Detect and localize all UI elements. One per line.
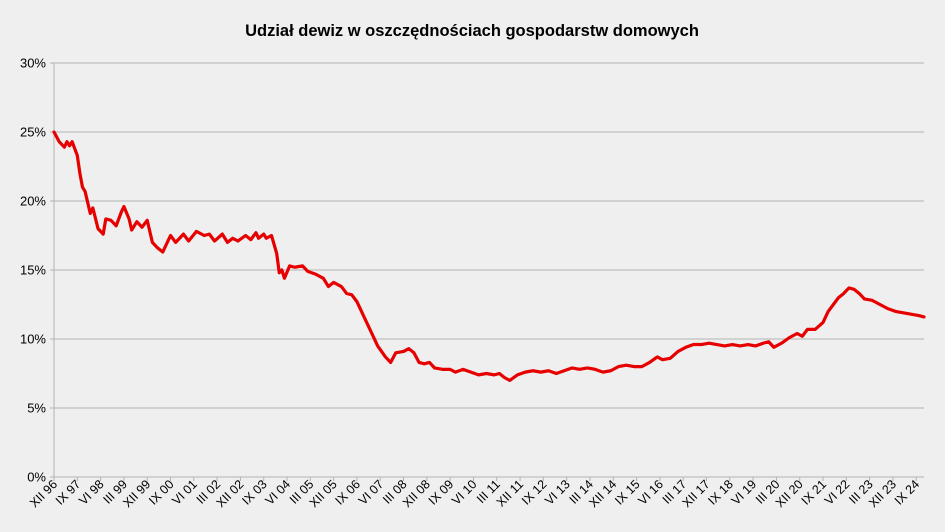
x-tick-label: XII 11	[494, 477, 526, 509]
x-tick-label: IX 00	[146, 477, 177, 508]
x-tick-label: VI 98	[76, 477, 107, 508]
y-tick-label: 25%	[20, 125, 46, 140]
x-tick-label: XII 23	[866, 477, 899, 510]
y-tick-label: 30%	[20, 56, 46, 71]
x-tick-label: XII 02	[214, 477, 247, 510]
chart-title: Udział dewiz w oszczędnościach gospodars…	[245, 22, 699, 40]
y-tick-label: 0%	[27, 470, 46, 485]
x-tick-label: IX 97	[53, 477, 84, 508]
x-tick-label: IX 06	[333, 477, 364, 508]
x-tick-label: IX 12	[519, 477, 550, 508]
x-tick-label: VI 04	[263, 477, 294, 508]
x-tick-label: XII 08	[400, 477, 433, 510]
x-tick-label: VI 19	[729, 477, 760, 508]
x-tick-label: IX 21	[799, 477, 830, 508]
series-group	[52, 130, 926, 382]
x-tick-label: XII 17	[680, 477, 713, 510]
x-tick-label: IX 18	[705, 477, 736, 508]
series-line-0	[52, 130, 926, 382]
y-tick-label: 5%	[27, 401, 46, 416]
x-tick-label: IX 09	[426, 477, 457, 508]
y-axis: 0% 5% 10% 15% 20% 25% 30%	[20, 56, 55, 485]
x-tick-label: IX 15	[612, 477, 643, 508]
y-tick-label: 15%	[20, 263, 46, 278]
y-tick-label: 10%	[20, 332, 46, 347]
x-tick-label: VI 01	[169, 477, 200, 508]
gridlines	[54, 62, 924, 478]
x-tick-label: XII 99	[120, 477, 153, 510]
y-tick-label: 20%	[20, 194, 46, 209]
x-tick-label: IX 24	[892, 477, 923, 508]
x-tick-label: VI 22	[822, 477, 853, 508]
x-tick-label: IX 03	[239, 477, 270, 508]
x-tick-label: VI 13	[542, 477, 573, 508]
x-tick-label: VI 16	[635, 477, 666, 508]
x-tick-label: VI 10	[449, 477, 480, 508]
x-tick-label: XII 14	[586, 477, 619, 510]
x-tick-label: VI 07	[356, 477, 387, 508]
x-tick-label: XII 05	[307, 477, 340, 510]
x-tick-label: XII 20	[773, 477, 806, 510]
